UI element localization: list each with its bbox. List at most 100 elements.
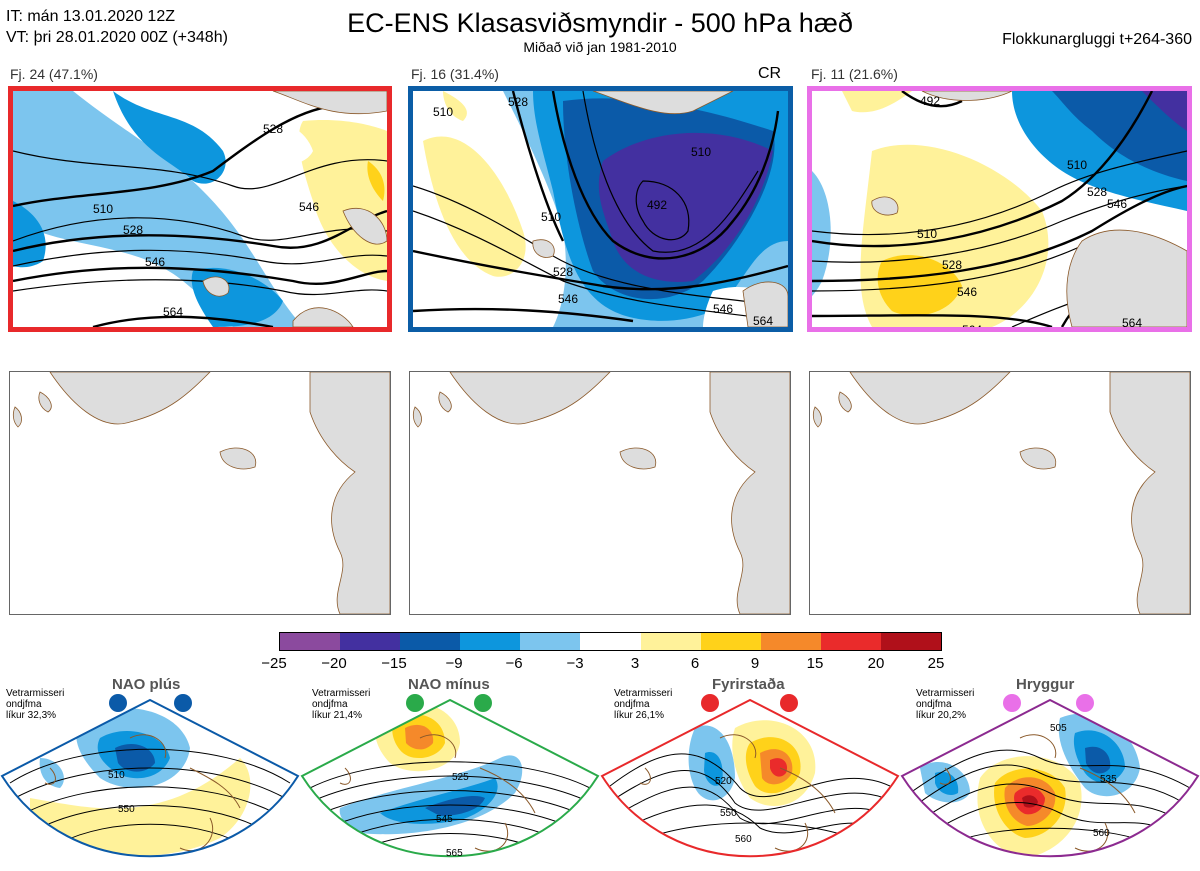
colorbar-segment: [280, 633, 341, 650]
cluster-3-contour-label-3: 510: [917, 227, 937, 241]
cluster-panel-3[interactable]: 492 510 510 528 528 546 546 564 564: [807, 86, 1192, 332]
cluster-3-contour-label-4: 528: [1087, 185, 1107, 199]
regime-marker-dot: [174, 694, 192, 712]
colorbar-segment: [880, 633, 942, 650]
colorbar-tick: −6: [505, 655, 523, 672]
empty-map-3-land: [812, 372, 1190, 614]
cluster-panel-2[interactable]: 510 528 510 492 510 528 546 546 564: [408, 86, 793, 332]
colorbar-tick: −3: [566, 655, 584, 672]
cluster-2-contour-label-5: 510: [691, 145, 711, 159]
regime-info-line: ondjfma: [614, 699, 650, 710]
initial-time: IT: mán 13.01.2020 12Z: [6, 8, 175, 25]
regime-marker-dot: [109, 694, 127, 712]
cluster-1-contour-label-5: 546: [299, 200, 319, 214]
empty-map-1-land: [12, 372, 390, 614]
regime-nao-plus-title: NAO plús: [112, 676, 181, 693]
cluster-map-3: 492 510 510 528 528 546 546 564 564: [812, 91, 1187, 327]
regime-info-line: ondjfma: [916, 699, 952, 710]
regime-info-line: Vetrarmisseri: [614, 688, 673, 699]
cr-badge: CR: [758, 65, 782, 82]
regime-contour-label: 560: [735, 834, 752, 845]
regime-ridge-info: Vetrarmisseri ondjfma líkur 20,2%: [916, 688, 974, 721]
regime-nao-minus[interactable]: Vetrarmisseri ondjfma líkur 21,4% NAO mí…: [300, 676, 600, 871]
classification-window: Flokkunargluggi t+264-360: [1002, 31, 1192, 48]
colorbar-tick: 25: [927, 655, 945, 672]
colorbar-segment: [820, 633, 881, 650]
cluster-panel-1[interactable]: 510 528 528 546 546 564 564: [8, 86, 392, 332]
cluster-3-contour-label-5: 528: [942, 258, 962, 272]
colorbar-segment: [640, 633, 701, 650]
regime-info-line: líkur 26,1%: [614, 710, 665, 721]
cluster-1-contour-label-7: 564: [218, 325, 238, 327]
cluster-2-contour-label-6: 528: [553, 265, 573, 279]
regime-nao-minus-info: Vetrarmisseri ondjfma líkur 21,4%: [312, 688, 370, 721]
regime-ridge[interactable]: Vetrarmisseri ondjfma líkur 20,2% Hryggu…: [900, 676, 1200, 871]
regime-contour-label: 535: [1100, 774, 1117, 785]
cluster-2-contour-label-9: 564: [753, 314, 773, 327]
regime-info-line: líkur 32,3%: [6, 710, 57, 721]
cluster-3-label: Fj. 11 (21.6%): [811, 66, 898, 82]
regime-contour-label: 520: [715, 776, 732, 787]
regime-marker-dot: [1003, 694, 1021, 712]
cluster-3-contour-label-2: 510: [1067, 158, 1087, 172]
cluster-3-contour-label-8: 564: [962, 323, 982, 327]
cluster-2-contour-label-1: 510: [433, 105, 453, 119]
regime-blocking-map: 520 550 560: [600, 698, 900, 858]
regime-marker-dot: [701, 694, 719, 712]
cluster-1-contour-label-3: 528: [263, 122, 283, 136]
colorbar-segment: [580, 633, 641, 650]
cluster-2-contour-label-3: 510: [541, 210, 561, 224]
regime-info-line: ondjfma: [6, 699, 42, 710]
regime-nao-minus-map: 525 545 565: [300, 698, 600, 859]
regime-marker-dot: [1076, 694, 1094, 712]
regime-marker-dot: [406, 694, 424, 712]
colorbar-tick: −20: [321, 655, 347, 672]
regime-info-line: ondjfma: [312, 699, 348, 710]
regime-contour-label: 560: [1093, 828, 1110, 839]
colorbar: [279, 632, 942, 651]
empty-map-2-land: [412, 372, 790, 614]
regime-info-line: Vetrarmisseri: [916, 688, 975, 699]
regime-nao-plus[interactable]: Vetrarmisseri ondjfma líkur 32,3% NAO pl…: [0, 676, 300, 871]
regime-contour-label: 545: [436, 814, 453, 825]
cluster-1-contour-label-4: 546: [145, 255, 165, 269]
cluster-2-contour-label-7: 546: [558, 292, 578, 306]
colorbar-segment: [460, 633, 521, 650]
regime-contour-label: 550: [118, 804, 135, 815]
colorbar-tick: −15: [381, 655, 407, 672]
colorbar-tick: 15: [806, 655, 824, 672]
cluster-2-contour-label-8: 546: [713, 302, 733, 316]
cluster-3-contour-label-7: 546: [957, 285, 977, 299]
cluster-3-contour-label-1: 492: [920, 94, 940, 108]
page-title: EC-ENS Klasasviðsmyndir - 500 hPa hæð: [347, 8, 853, 38]
cluster-1-contour-label-1: 510: [93, 202, 113, 216]
colorbar-tick: 9: [750, 655, 760, 672]
regime-ridge-map: 505 535 560: [900, 698, 1200, 858]
regime-nao-minus-title: NAO mínus: [408, 676, 490, 693]
regime-info-line: líkur 21,4%: [312, 710, 363, 721]
regime-nao-plus-map: 510 550: [0, 698, 300, 858]
cluster-3-contour-label-9: 564: [1122, 316, 1142, 327]
colorbar-tick: 3: [630, 655, 640, 672]
cluster-2-contour-label-4: 492: [647, 198, 667, 212]
empty-map-1[interactable]: [9, 371, 391, 615]
colorbar-tick: 6: [690, 655, 700, 672]
regime-marker-dot: [474, 694, 492, 712]
header-info: IT: mán 13.01.2020 12Z VT: þri 28.01.202…: [6, 6, 228, 48]
regime-ridge-title: Hryggur: [1016, 676, 1075, 693]
cluster-2-contour-label-2: 528: [508, 95, 528, 109]
regime-blocking-info: Vetrarmisseri ondjfma líkur 26,1%: [614, 688, 672, 721]
page-subtitle: Miðað við jan 1981-2010: [523, 39, 677, 55]
empty-map-3[interactable]: [809, 371, 1191, 615]
colorbar-tick: 20: [867, 655, 885, 672]
regime-blocking[interactable]: Vetrarmisseri ondjfma líkur 26,1% Fyrirs…: [600, 676, 900, 871]
regime-info-line: líkur 20,2%: [916, 710, 967, 721]
regime-contour-label: 505: [1050, 723, 1067, 734]
colorbar-segment: [340, 633, 401, 650]
regime-contour-label: 510: [108, 770, 125, 781]
cluster-1-label: Fj. 24 (47.1%): [10, 66, 98, 82]
regime-contour-label: 525: [452, 772, 469, 783]
regime-contour-label: 565: [446, 848, 463, 859]
empty-map-2[interactable]: [409, 371, 791, 615]
colorbar-segment: [520, 633, 581, 650]
